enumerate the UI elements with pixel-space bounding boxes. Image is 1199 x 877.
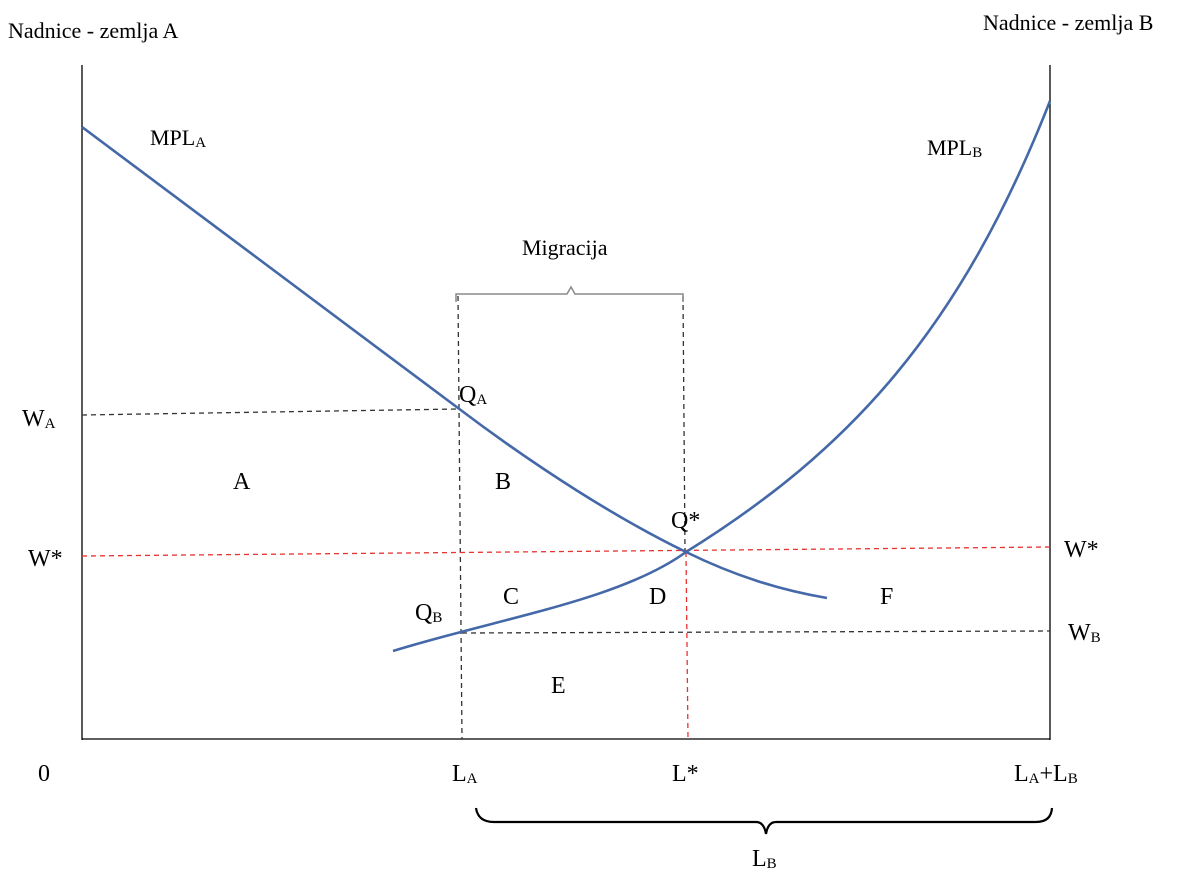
la-plus-lb-label: LA+LB <box>1014 761 1078 787</box>
migration-label: Migracija <box>522 235 608 260</box>
mpl-a-label: MPLA <box>150 125 206 151</box>
area-c-label: C <box>503 584 519 610</box>
wstar-right-label: W* <box>1064 537 1099 563</box>
la-guide-line <box>457 295 463 740</box>
lstar-line <box>685 551 689 740</box>
origin-label: 0 <box>38 761 50 787</box>
area-a-label: A <box>233 469 251 495</box>
wb-label: WB <box>1068 620 1101 646</box>
area-e-label: E <box>551 673 566 699</box>
left-axis-title: Nadnice - zemlja A <box>8 18 179 43</box>
area-b-label: B <box>495 469 511 495</box>
right-axis-title: Nadnice - zemlja B <box>983 10 1153 35</box>
mpl-b-label: MPLB <box>927 135 982 161</box>
lb-brace <box>474 807 1054 835</box>
mpl-b-curve <box>392 100 1052 653</box>
wa-label: WA <box>22 406 56 432</box>
area-f-label: F <box>880 584 893 610</box>
qa-label: QA <box>459 382 487 408</box>
wb-guide-line <box>461 630 1051 634</box>
wstar-left-label: W* <box>28 546 63 572</box>
wstar-line <box>81 546 1051 557</box>
migration-bracket <box>455 285 684 302</box>
wa-guide-line <box>81 408 459 416</box>
mpl-a-curve <box>81 125 828 600</box>
area-d-label: D <box>649 584 666 610</box>
lstar-label: L* <box>672 761 699 787</box>
qstar-label: Q* <box>671 508 700 534</box>
lb-label: LB <box>752 846 777 872</box>
migration-right-guide-line <box>682 295 686 553</box>
qb-label: QB <box>415 600 442 626</box>
la-label: LA <box>452 761 478 787</box>
